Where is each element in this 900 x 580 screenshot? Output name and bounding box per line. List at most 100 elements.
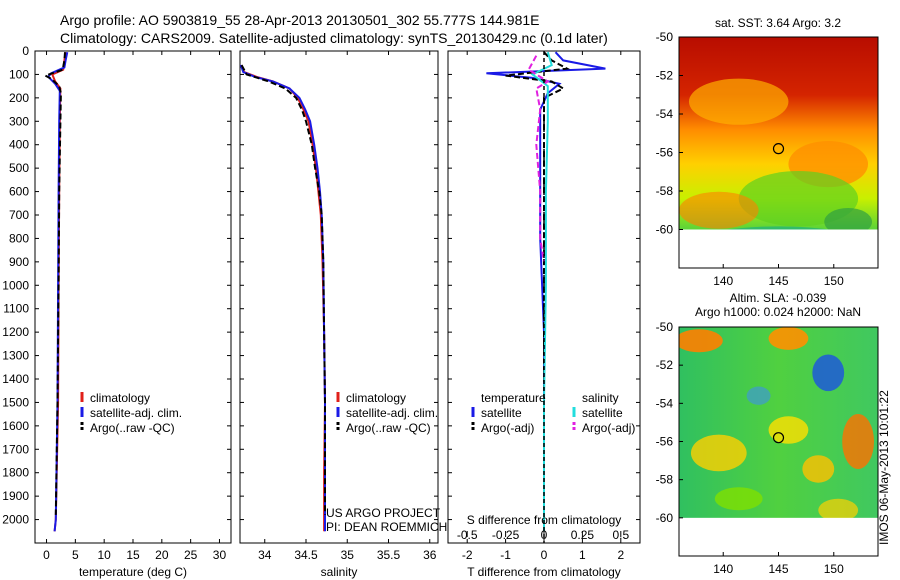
x-tick-label: 35 [341,548,355,562]
timestamp-stamp: IMOS 06-May-2013 10:01:22 [877,390,891,545]
plot-frame [34,50,232,544]
x-tick-label: 15 [126,548,140,562]
x-axis-label: T difference from climatology [467,565,621,579]
x-tick-label: 34.5 [294,548,318,562]
s-tick-label: 0.25 [571,528,595,542]
map-heatmap [679,327,878,524]
map-y-tick-label: -52 [656,69,674,83]
map-nodata [679,229,878,236]
map-blob [812,354,845,392]
map-subtitle: Argo h1000: 0.024 h2000: NaN [695,305,861,319]
plot-frame [239,50,439,544]
x-tick-label: -2 [462,548,473,562]
x-tick-label: 2 [617,548,624,562]
profile-location-marker [772,143,785,155]
x-tick-label: -1 [500,548,511,562]
s-tick-label: -0.5 [457,528,478,542]
map-y-tick-label: -56 [656,146,674,160]
legend-label: climatology [346,391,406,405]
y-tick-label: 400 [9,138,29,152]
chart-subtitle: Climatology: CARS2009. Satellite-adjuste… [60,30,608,46]
legend-label: Argo(..raw -QC) [90,421,175,435]
map-y-tick-label: -56 [656,435,674,449]
map-title: sat. SST: 3.64 Argo: 3.2 [715,16,841,30]
map-blob [688,78,789,125]
y-tick-label: 600 [9,185,29,199]
x-tick-label: 20 [155,548,169,562]
y-tick-label: 700 [9,208,29,222]
map-blob [824,207,873,236]
legend-heading: salinity [582,391,619,405]
y-tick-label: 0 [22,44,29,58]
x-tick-label: 35.5 [377,548,401,562]
map-x-tick-label: 140 [713,562,733,576]
map-x-tick-label: 150 [824,562,844,576]
x-tick-label: 0 [43,548,50,562]
series-line [505,51,571,532]
x-axis-label: temperature (deg C) [79,565,187,579]
map-blob [679,329,723,353]
legend-heading: temperature [481,391,546,405]
map-blob [690,434,747,472]
map-y-tick-label: -52 [656,358,674,372]
x-tick-label: 0 [541,548,548,562]
y-tick-label: 800 [9,231,29,245]
y-tick-label: 1200 [2,325,29,339]
y-tick-label: 1600 [2,419,29,433]
map-y-tick-label: -60 [656,223,674,237]
legend-label: satellite [582,406,623,420]
y-tick-label: 1900 [2,489,29,503]
secondary-axis-title: S difference from climatology [467,513,622,527]
map-nodata [679,517,878,524]
y-tick-label: 2000 [2,513,29,527]
y-tick-label: 1700 [2,442,29,456]
series-line [42,52,66,515]
y-tick-label: 1000 [2,278,29,292]
x-tick-label: 34 [258,548,272,562]
x-tick-label: 30 [213,548,227,562]
y-tick-label: 900 [9,255,29,269]
map-title: Altim. SLA: -0.039 [730,291,827,305]
legend-label: Argo(-adj) [582,421,635,435]
y-tick-label: 500 [9,161,29,175]
y-tick-label: 200 [9,91,29,105]
y-tick-label: 1500 [2,395,29,409]
map-heatmap [679,37,878,236]
map-blob [746,386,771,405]
map-y-tick-label: -60 [656,511,674,525]
series-line [527,55,550,263]
map-y-tick-label: -58 [656,184,674,198]
map-y-tick-label: -50 [656,30,674,44]
map-y-tick-label: -58 [656,473,674,487]
s-tick-label: 0.5 [612,528,629,542]
x-tick-label: 5 [72,548,79,562]
map-x-tick-label: 145 [768,274,788,288]
series-line [486,51,606,532]
y-tick-label: 300 [9,114,29,128]
legend-label: satellite-adj. clim. [90,406,182,420]
map-blob [768,327,809,350]
pi-annotation: PI: DEAN ROEMMICH [326,520,447,534]
x-tick-label: 1 [579,548,586,562]
series-line [240,64,326,515]
project-annotation: US ARGO PROJECT [326,506,441,520]
x-axis-label: salinity [321,565,358,579]
map-blob [802,455,835,483]
map-blob [738,170,859,227]
chart-title: Argo profile: AO 5903819_55 28-Apr-2013 … [60,12,540,28]
map-y-tick-label: -54 [656,107,674,121]
x-tick-label: 25 [184,548,198,562]
s-tick-label: -0.25 [492,528,520,542]
y-tick-label: 1400 [2,372,29,386]
map-blob [679,191,759,229]
map-blob [714,487,763,511]
map-blob [842,414,875,469]
legend-label: climatology [90,391,150,405]
map-y-tick-label: -50 [656,320,674,334]
profile-location-marker [772,432,785,444]
map-x-tick-label: 150 [824,274,844,288]
legend-label: Argo(..raw -QC) [346,421,431,435]
map-blob [818,498,859,522]
map-y-tick-label: -54 [656,396,674,410]
